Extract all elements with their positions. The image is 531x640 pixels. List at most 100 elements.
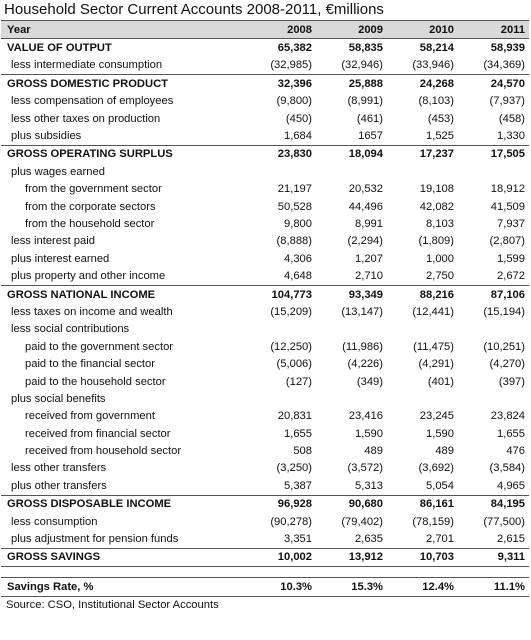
cell-2010: (401) bbox=[427, 375, 454, 388]
row-label: plus interest earned bbox=[11, 252, 110, 265]
cell-2008: (5,006) bbox=[276, 358, 312, 371]
savings-rate-2008: 10.3% bbox=[236, 577, 316, 597]
cell-2010: 24,268 bbox=[387, 74, 458, 93]
row-label: less taxes on income and wealth bbox=[11, 305, 173, 318]
cell-2010: (11,475) bbox=[413, 340, 454, 353]
row-label: less interest paid bbox=[11, 235, 95, 248]
row-label: plus property and other income bbox=[11, 270, 166, 283]
cell-2008: 508 bbox=[293, 445, 312, 458]
table-row: from the government sector 21,197 20,532 19… bbox=[1, 181, 529, 198]
cell-2008: (450) bbox=[285, 112, 312, 125]
table-title: Household Sector Current Accounts 2008-2… bbox=[4, 1, 384, 18]
cell-2008: 21,197 bbox=[277, 183, 312, 196]
cell-2010 bbox=[387, 163, 458, 180]
cell-2011: 18,912 bbox=[490, 183, 525, 196]
cell-2008: 96,928 bbox=[236, 494, 316, 513]
savings-rate-2009: 15.3% bbox=[316, 577, 387, 597]
cell-2008 bbox=[236, 390, 316, 407]
source-note: Source: CSO, Institutional Sector Accoun… bbox=[6, 598, 219, 611]
cell-2008: 32,396 bbox=[236, 74, 316, 93]
cell-2011: 1,330 bbox=[497, 130, 525, 143]
cell-2008: 9,800 bbox=[284, 217, 312, 230]
table-row: from the corporate sectors 50,528 44,496 42… bbox=[1, 198, 529, 215]
cell-2011: 7,937 bbox=[497, 217, 525, 230]
table-row: less other transfers (3,250) (3,572) (3,692… bbox=[1, 460, 529, 477]
row-label: paid to the government sector bbox=[25, 340, 174, 353]
cell-2011: (77,500) bbox=[483, 515, 525, 528]
table-body: VALUE OF OUTPUT 65,382 58,835 58,214 58,939 l… bbox=[1, 38, 529, 568]
table-row: GROSS OPERATING SURPLUS 23,830 18,094 17,23… bbox=[1, 144, 529, 164]
table-row: plus property and other income 4,648 2,710… bbox=[1, 267, 529, 285]
cell-2009: 44,496 bbox=[348, 200, 383, 213]
cell-2008: 104,773 bbox=[236, 284, 316, 304]
cell-2010: (3,692) bbox=[418, 462, 454, 475]
table-row: received from financial sector 1,655 1,590… bbox=[1, 425, 529, 442]
cell-2010: 2,701 bbox=[426, 533, 454, 546]
row-label: plus social benefits bbox=[11, 392, 106, 405]
cell-2009: (349) bbox=[356, 375, 383, 388]
cell-2011 bbox=[458, 163, 529, 180]
cell-2009: (13,147) bbox=[341, 305, 383, 318]
cell-2010: 1,525 bbox=[426, 130, 454, 143]
cell-2011: 84,195 bbox=[458, 494, 529, 513]
cell-2008: (12,250) bbox=[270, 340, 312, 353]
cell-2009: 8,991 bbox=[355, 217, 383, 230]
row-label: plus adjustment for pension funds bbox=[11, 533, 179, 546]
cell-2011: (7,937) bbox=[489, 95, 525, 108]
row-label: from the household sector bbox=[25, 217, 155, 230]
cell-2011: 9,311 bbox=[458, 547, 529, 568]
cell-2008: 1,684 bbox=[284, 130, 312, 143]
cell-2008: (32,985) bbox=[270, 59, 312, 72]
cell-2008 bbox=[236, 163, 316, 180]
row-label: less compensation of employees bbox=[11, 95, 174, 108]
cell-2011 bbox=[458, 390, 529, 407]
table-row: VALUE OF OUTPUT 65,382 58,835 58,214 58,939 bbox=[1, 38, 529, 57]
cell-2009: 1657 bbox=[358, 130, 383, 143]
cell-2010: 88,216 bbox=[387, 284, 458, 304]
table-row: plus other transfers 5,387 5,313 5,054 4,965 bbox=[1, 477, 529, 495]
row-label: from the government sector bbox=[25, 183, 162, 196]
cell-2008: 10,002 bbox=[236, 547, 316, 568]
table-row: GROSS DISPOSABLE INCOME 96,928 90,680 86,16… bbox=[1, 494, 529, 513]
cell-2011: 24,570 bbox=[458, 74, 529, 93]
cell-2010: (4,291) bbox=[418, 358, 454, 371]
table-row: plus adjustment for pension funds 3,351 2,… bbox=[1, 530, 529, 548]
cell-2009: (11,986) bbox=[342, 340, 383, 353]
table-row: received from household sector 508 489 489 4… bbox=[1, 442, 529, 459]
table-row: plus wages earned bbox=[1, 163, 529, 180]
row-label: GROSS DISPOSABLE INCOME bbox=[1, 494, 236, 513]
cell-2009: 5,313 bbox=[355, 479, 383, 492]
table-row: less intermediate consumption (32,985) (32… bbox=[1, 57, 529, 75]
cell-2009: (2,294) bbox=[347, 235, 383, 248]
table-row: less interest paid (8,888) (2,294) (1,809) (… bbox=[1, 233, 529, 250]
cell-2009: (3,572) bbox=[347, 462, 383, 475]
row-label: from the corporate sectors bbox=[25, 200, 156, 213]
cell-2009: 489 bbox=[364, 445, 383, 458]
year-header: Year bbox=[1, 19, 236, 40]
cell-2010: 17,237 bbox=[387, 144, 458, 164]
cell-2009: (79,402) bbox=[341, 515, 383, 528]
row-label: VALUE OF OUTPUT bbox=[1, 38, 236, 57]
cell-2010: 489 bbox=[435, 445, 454, 458]
cell-2008: 3,351 bbox=[284, 533, 312, 546]
cell-2008: 1,655 bbox=[284, 427, 312, 440]
cell-2010: (33,946) bbox=[412, 59, 454, 72]
cell-2008: (3,250) bbox=[276, 462, 312, 475]
cell-2010: 8,103 bbox=[426, 217, 454, 230]
table-row: less taxes on income and wealth (15,209) (… bbox=[1, 303, 529, 320]
savings-rate-2010: 12.4% bbox=[387, 577, 458, 597]
cell-2008: (8,888) bbox=[276, 235, 312, 248]
table-row: paid to the government sector (12,250) (11… bbox=[1, 338, 529, 355]
cell-2009: 2,710 bbox=[355, 270, 383, 283]
savings-rate-label: Savings Rate, % bbox=[1, 577, 236, 597]
cell-2008: 4,648 bbox=[284, 270, 312, 283]
household-accounts-table: Year 2008 2009 2010 2011 VALUE OF OUTPUT… bbox=[1, 19, 529, 597]
cell-2009: 1,207 bbox=[355, 252, 383, 265]
cell-2010: (78,159) bbox=[412, 515, 454, 528]
savings-rate-row: Savings Rate, % 10.3% 15.3% 12.4% 11.1% bbox=[1, 577, 529, 597]
table-row: received from government 20,831 23,416 23,2… bbox=[1, 408, 529, 425]
cell-2010: (12,441) bbox=[412, 305, 454, 318]
table-row: plus subsidies 1,684 1657 1,525 1,330 bbox=[1, 127, 529, 145]
cell-2010: 23,245 bbox=[419, 410, 454, 423]
cell-2011: 1,655 bbox=[497, 427, 525, 440]
